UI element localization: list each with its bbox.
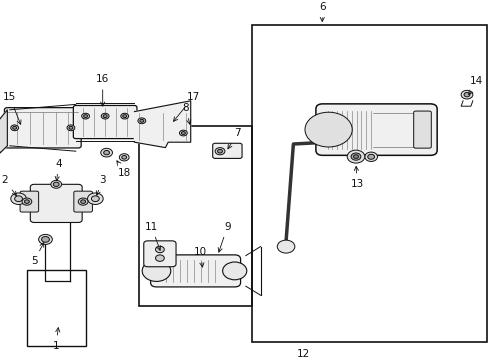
Circle shape (350, 153, 360, 160)
Circle shape (179, 130, 187, 136)
Text: 2: 2 (1, 175, 17, 196)
Circle shape (122, 115, 126, 118)
Circle shape (353, 155, 358, 158)
Circle shape (13, 126, 17, 129)
Circle shape (101, 148, 112, 157)
Circle shape (101, 113, 109, 119)
Text: 10: 10 (194, 247, 206, 267)
Text: 4: 4 (55, 159, 62, 181)
Text: 6: 6 (318, 2, 325, 22)
Circle shape (121, 113, 128, 119)
Text: 1: 1 (53, 328, 60, 351)
Circle shape (138, 118, 145, 123)
Circle shape (15, 196, 22, 202)
FancyBboxPatch shape (4, 108, 81, 148)
FancyBboxPatch shape (20, 191, 39, 212)
Circle shape (41, 237, 49, 242)
Circle shape (22, 198, 32, 205)
Circle shape (103, 115, 107, 118)
Circle shape (364, 152, 377, 162)
Text: 11: 11 (144, 222, 161, 250)
FancyBboxPatch shape (315, 104, 436, 156)
Text: 12: 12 (296, 348, 309, 359)
FancyBboxPatch shape (413, 111, 430, 148)
Circle shape (346, 150, 364, 163)
Text: 8: 8 (182, 103, 190, 124)
FancyBboxPatch shape (150, 255, 240, 287)
Circle shape (460, 90, 472, 99)
Circle shape (277, 240, 294, 253)
Circle shape (39, 234, 52, 244)
Circle shape (119, 154, 129, 161)
Circle shape (463, 93, 469, 97)
FancyBboxPatch shape (30, 184, 82, 222)
Circle shape (83, 115, 87, 118)
Text: 14: 14 (468, 76, 483, 95)
Text: 7: 7 (227, 128, 241, 149)
Text: 15: 15 (3, 92, 21, 124)
Circle shape (103, 150, 109, 155)
Text: 16: 16 (96, 74, 109, 106)
FancyBboxPatch shape (212, 143, 242, 158)
Circle shape (51, 180, 61, 188)
Circle shape (215, 148, 224, 155)
Circle shape (78, 198, 88, 205)
Text: 18: 18 (117, 161, 131, 178)
Circle shape (217, 149, 222, 153)
Bar (251, 25, 486, 342)
Circle shape (67, 125, 75, 131)
Circle shape (155, 246, 164, 253)
Circle shape (24, 200, 29, 203)
Text: 9: 9 (218, 222, 230, 252)
Bar (27, 270, 85, 346)
Circle shape (11, 125, 19, 131)
Circle shape (155, 255, 164, 261)
Text: 13: 13 (349, 166, 363, 189)
Polygon shape (0, 110, 7, 153)
Text: 3: 3 (96, 175, 106, 195)
Circle shape (122, 156, 126, 159)
Circle shape (367, 154, 374, 159)
Circle shape (81, 113, 89, 119)
Circle shape (222, 262, 246, 280)
Circle shape (69, 126, 73, 129)
FancyBboxPatch shape (143, 241, 176, 267)
Text: 17: 17 (173, 92, 200, 121)
Circle shape (87, 193, 103, 204)
Circle shape (91, 196, 99, 202)
Circle shape (142, 260, 170, 282)
Circle shape (140, 120, 143, 122)
Circle shape (81, 200, 85, 203)
FancyBboxPatch shape (73, 105, 137, 139)
Circle shape (53, 182, 59, 186)
Text: 5: 5 (31, 243, 43, 266)
Circle shape (181, 132, 185, 134)
FancyBboxPatch shape (74, 191, 92, 212)
Circle shape (305, 112, 351, 147)
Bar (139, 126, 251, 306)
Polygon shape (134, 101, 190, 148)
Circle shape (11, 193, 26, 204)
